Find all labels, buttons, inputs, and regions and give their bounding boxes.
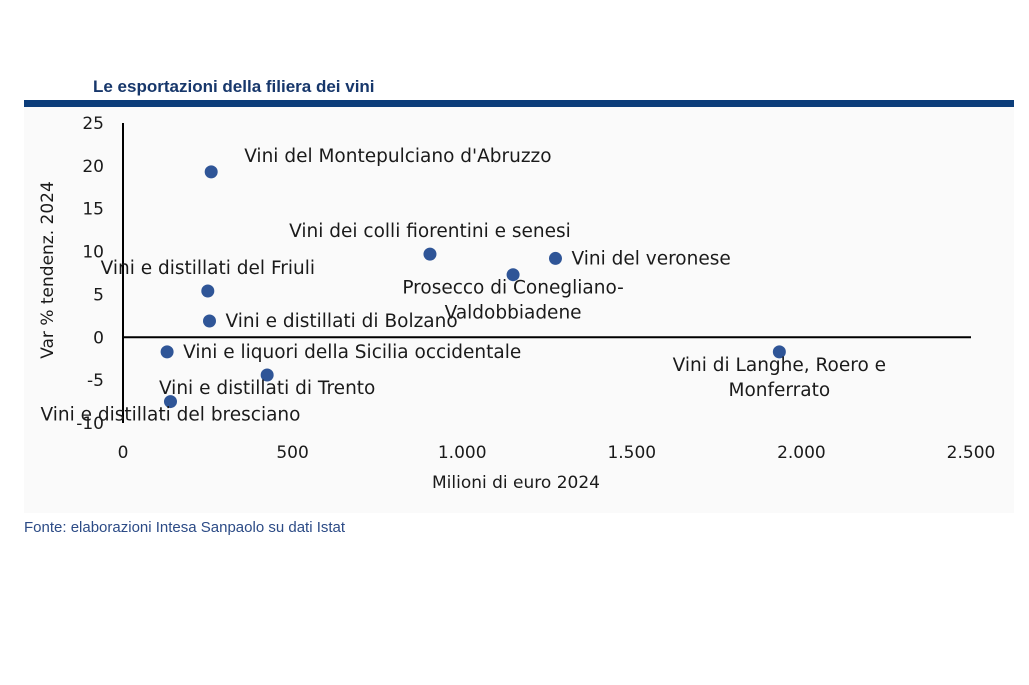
x-tick-label: 0 bbox=[118, 443, 129, 463]
x-tick-label: 1.000 bbox=[438, 443, 487, 463]
plot-panel bbox=[24, 107, 1014, 513]
source-note: Fonte: elaborazioni Intesa Sanpaolo su d… bbox=[24, 519, 346, 536]
x-tick-label: 2.500 bbox=[947, 443, 996, 463]
point-labels: Vini del Montepulciano d'Abruzzo Vini dei… bbox=[40, 146, 886, 426]
data-point bbox=[204, 165, 218, 179]
point-label: Vini e distillati del bresciano bbox=[40, 405, 300, 426]
y-tick-label: 0 bbox=[93, 328, 104, 348]
data-point bbox=[202, 314, 216, 328]
data-point bbox=[160, 345, 174, 359]
point-label: Vini e distillati di Bolzano bbox=[225, 311, 457, 332]
data-point bbox=[260, 368, 274, 382]
x-tick-label: 1.500 bbox=[607, 443, 656, 463]
x-axis-title: Milioni di euro 2024 bbox=[432, 473, 600, 493]
chart-title: Le esportazioni della filiera dei vini bbox=[93, 77, 375, 96]
point-label: Vini di Langhe, Roero e Monferrato bbox=[673, 355, 886, 401]
y-tick-label: 10 bbox=[82, 243, 104, 263]
data-points bbox=[160, 165, 786, 409]
y-tick-label: -10 bbox=[76, 414, 104, 434]
point-label: Vini e distillati del Friuli bbox=[101, 258, 315, 279]
data-point bbox=[163, 395, 177, 409]
point-label: Prosecco di Conegliano-Valdobbiadene bbox=[402, 278, 623, 324]
x-tick-label: 2.000 bbox=[777, 443, 826, 463]
data-point bbox=[506, 268, 520, 282]
data-point bbox=[423, 247, 437, 261]
point-label: Vini del veronese bbox=[571, 248, 730, 269]
y-tick-label: -5 bbox=[87, 371, 104, 391]
x-tick-label: 500 bbox=[276, 443, 308, 463]
tick-labels: -10 -5 0 5 10 15 20 25 0 500 1.000 1.500 2.000 2.500 bbox=[76, 114, 995, 463]
y-axis-title: Var % tendenz. 2024 bbox=[38, 181, 58, 359]
point-label: Vini e liquori della Sicilia occidentale bbox=[183, 342, 521, 363]
y-tick-label: 20 bbox=[82, 157, 104, 177]
title-rule bbox=[24, 100, 1014, 107]
data-point bbox=[772, 345, 786, 359]
point-label: Vini e distillati di Trento bbox=[159, 378, 375, 399]
data-point bbox=[548, 251, 562, 265]
axes bbox=[122, 123, 971, 423]
data-point bbox=[201, 284, 215, 298]
point-label: Vini del Montepulciano d'Abruzzo bbox=[244, 146, 551, 167]
y-tick-label: 15 bbox=[82, 200, 104, 220]
y-tick-label: 5 bbox=[93, 285, 104, 305]
point-label: Vini dei colli fiorentini e senesi bbox=[289, 221, 571, 242]
y-tick-label: 25 bbox=[82, 114, 104, 134]
